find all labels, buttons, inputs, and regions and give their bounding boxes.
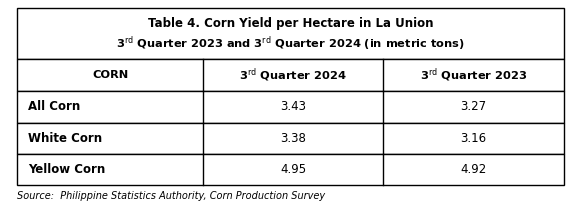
Text: White Corn: White Corn	[28, 132, 102, 145]
Text: Source:  Philippine Statistics Authority, Corn Production Survey: Source: Philippine Statistics Authority,…	[17, 191, 325, 201]
Bar	[17, 122, 564, 154]
Text: All Corn: All Corn	[28, 100, 80, 113]
Text: 3$^{\rm rd}$ Quarter 2023: 3$^{\rm rd}$ Quarter 2023	[420, 66, 527, 84]
Bar	[17, 91, 564, 122]
Text: 3$^{\rm rd}$ Quarter 2023 and 3$^{\rm rd}$ Quarter 2024 (in metric tons): 3$^{\rm rd}$ Quarter 2023 and 3$^{\rm rd…	[116, 35, 465, 53]
Text: Yellow Corn: Yellow Corn	[28, 163, 105, 176]
Text: 3.27: 3.27	[460, 100, 486, 113]
Bar	[17, 154, 564, 185]
Text: 3.16: 3.16	[460, 132, 486, 145]
Text: 3.38: 3.38	[280, 132, 306, 145]
Bar	[17, 8, 564, 59]
Bar	[17, 59, 564, 91]
Text: Table 4. Corn Yield per Hectare in La Union: Table 4. Corn Yield per Hectare in La Un…	[148, 17, 433, 30]
Text: 3$^{\rm rd}$ Quarter 2024: 3$^{\rm rd}$ Quarter 2024	[239, 66, 347, 84]
Text: 4.92: 4.92	[460, 163, 486, 176]
Text: CORN: CORN	[92, 70, 128, 80]
Text: 3.43: 3.43	[280, 100, 306, 113]
Text: 4.95: 4.95	[280, 163, 306, 176]
